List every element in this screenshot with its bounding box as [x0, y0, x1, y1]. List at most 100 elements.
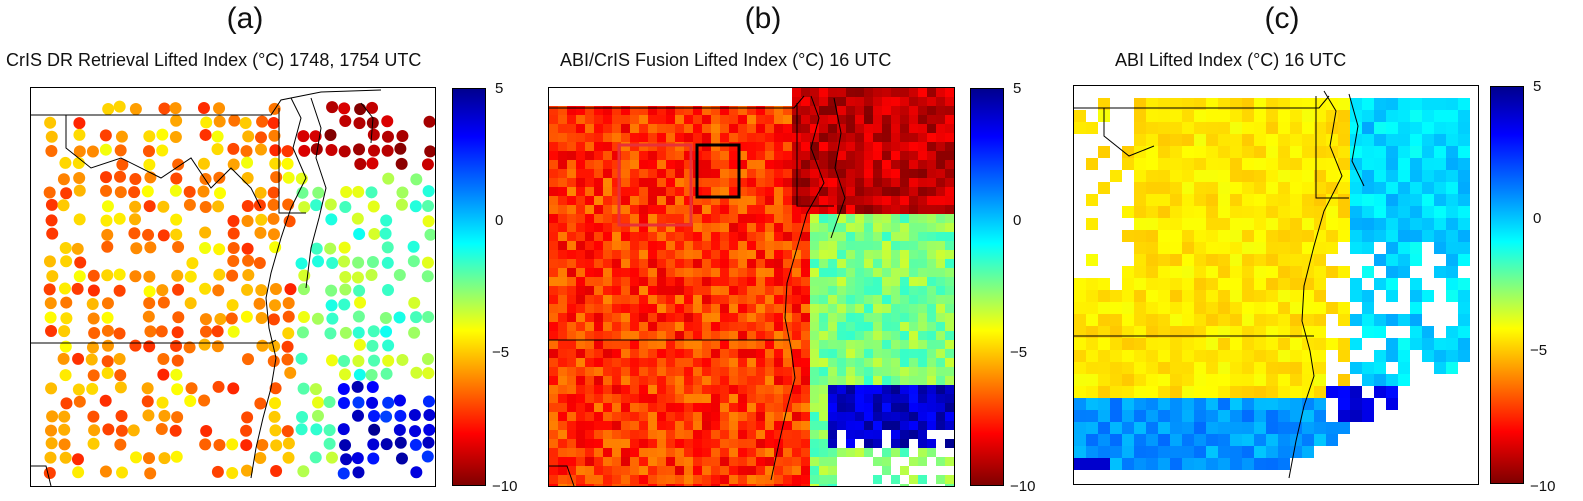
- fusion-pixel: [603, 286, 612, 295]
- retrieval-dot: [421, 158, 434, 171]
- abi-pixel: [1326, 194, 1338, 206]
- fusion-pixel: [720, 178, 729, 187]
- fusion-pixel: [819, 412, 828, 421]
- abi-pixel: [1110, 422, 1122, 434]
- retrieval-dot: [213, 243, 226, 256]
- fusion-pixel: [657, 205, 666, 214]
- abi-pixel: [1206, 386, 1218, 398]
- fusion-pixel: [792, 304, 801, 313]
- retrieval-dot: [408, 408, 421, 421]
- retrieval-dot: [295, 257, 308, 270]
- fusion-pixel: [711, 394, 720, 403]
- fusion-pixel: [558, 259, 567, 268]
- abi-pixel: [1158, 314, 1170, 326]
- fusion-pixel: [639, 367, 648, 376]
- fusion-pixel: [756, 214, 765, 223]
- abi-pixel: [1218, 338, 1230, 350]
- abi-pixel: [1374, 134, 1386, 146]
- fusion-pixel: [765, 484, 774, 486]
- fusion-pixel: [756, 385, 765, 394]
- fusion-pixel: [756, 367, 765, 376]
- retrieval-dot: [323, 424, 336, 437]
- fusion-pixel: [567, 133, 576, 142]
- fusion-pixel: [945, 142, 954, 151]
- fusion-pixel: [711, 412, 720, 421]
- fusion-pixel: [918, 250, 927, 259]
- fusion-pixel: [603, 133, 612, 142]
- fusion-pixel: [882, 367, 891, 376]
- abi-pixel: [1158, 98, 1170, 110]
- fusion-pixel: [783, 196, 792, 205]
- fusion-pixel: [765, 358, 774, 367]
- fusion-pixel: [558, 403, 567, 412]
- abi-pixel: [1410, 326, 1422, 338]
- abi-pixel: [1122, 338, 1134, 350]
- retrieval-dot: [339, 326, 352, 339]
- fusion-pixel: [729, 322, 738, 331]
- fusion-pixel: [693, 232, 702, 241]
- fusion-pixel: [576, 250, 585, 259]
- fusion-pixel: [765, 115, 774, 124]
- retrieval-dot: [170, 172, 183, 185]
- abi-pixel: [1254, 362, 1266, 374]
- fusion-pixel: [756, 403, 765, 412]
- abi-pixel: [1374, 350, 1386, 362]
- retrieval-dot: [241, 214, 254, 227]
- fusion-pixel: [846, 340, 855, 349]
- fusion-pixel: [738, 367, 747, 376]
- retrieval-dot: [284, 366, 297, 379]
- fusion-pixel: [666, 178, 675, 187]
- fusion-pixel: [576, 421, 585, 430]
- abi-pixel: [1170, 434, 1182, 446]
- fusion-pixel: [594, 349, 603, 358]
- fusion-pixel: [603, 484, 612, 486]
- fusion-pixel: [747, 115, 756, 124]
- retrieval-dot: [382, 284, 395, 297]
- fusion-pixel: [576, 223, 585, 232]
- fusion-pixel: [639, 304, 648, 313]
- fusion-pixel: [603, 394, 612, 403]
- fusion-pixel: [594, 241, 603, 250]
- abi-pixel: [1374, 194, 1386, 206]
- fusion-pixel: [837, 169, 846, 178]
- abi-pixel: [1446, 98, 1458, 110]
- fusion-pixel: [828, 160, 837, 169]
- fusion-pixel: [702, 124, 711, 133]
- fusion-pixel: [630, 385, 639, 394]
- fusion-pixel: [567, 115, 576, 124]
- fusion-pixel: [819, 286, 828, 295]
- abi-pixel: [1374, 122, 1386, 134]
- fusion-pixel: [882, 304, 891, 313]
- abi-pixel: [1254, 122, 1266, 134]
- fusion-pixel: [684, 475, 693, 484]
- fusion-pixel: [675, 295, 684, 304]
- fusion-pixel: [666, 457, 675, 466]
- fusion-pixel: [801, 115, 810, 124]
- fusion-pixel: [918, 124, 927, 133]
- fusion-pixel: [684, 106, 693, 115]
- fusion-pixel: [927, 205, 936, 214]
- fusion-pixel: [819, 169, 828, 178]
- abi-pixel: [1242, 374, 1254, 386]
- fusion-pixel: [549, 124, 558, 133]
- fusion-pixel: [900, 466, 909, 475]
- abi-pixel: [1098, 374, 1110, 386]
- fusion-pixel: [837, 277, 846, 286]
- fusion-pixel: [684, 250, 693, 259]
- abi-pixel: [1290, 170, 1302, 182]
- abi-pixel: [1110, 326, 1122, 338]
- fusion-pixel: [882, 124, 891, 133]
- fusion-pixel: [873, 223, 882, 232]
- fusion-pixel: [630, 250, 639, 259]
- abi-pixel: [1170, 422, 1182, 434]
- retrieval-dot: [337, 396, 350, 409]
- fusion-pixel: [927, 115, 936, 124]
- fusion-pixel: [936, 331, 945, 340]
- abi-pixel: [1290, 398, 1302, 410]
- retrieval-dot: [282, 297, 295, 310]
- fusion-pixel: [657, 349, 666, 358]
- fusion-pixel: [927, 97, 936, 106]
- abi-pixel: [1182, 170, 1194, 182]
- fusion-pixel: [684, 295, 693, 304]
- fusion-pixel: [594, 124, 603, 133]
